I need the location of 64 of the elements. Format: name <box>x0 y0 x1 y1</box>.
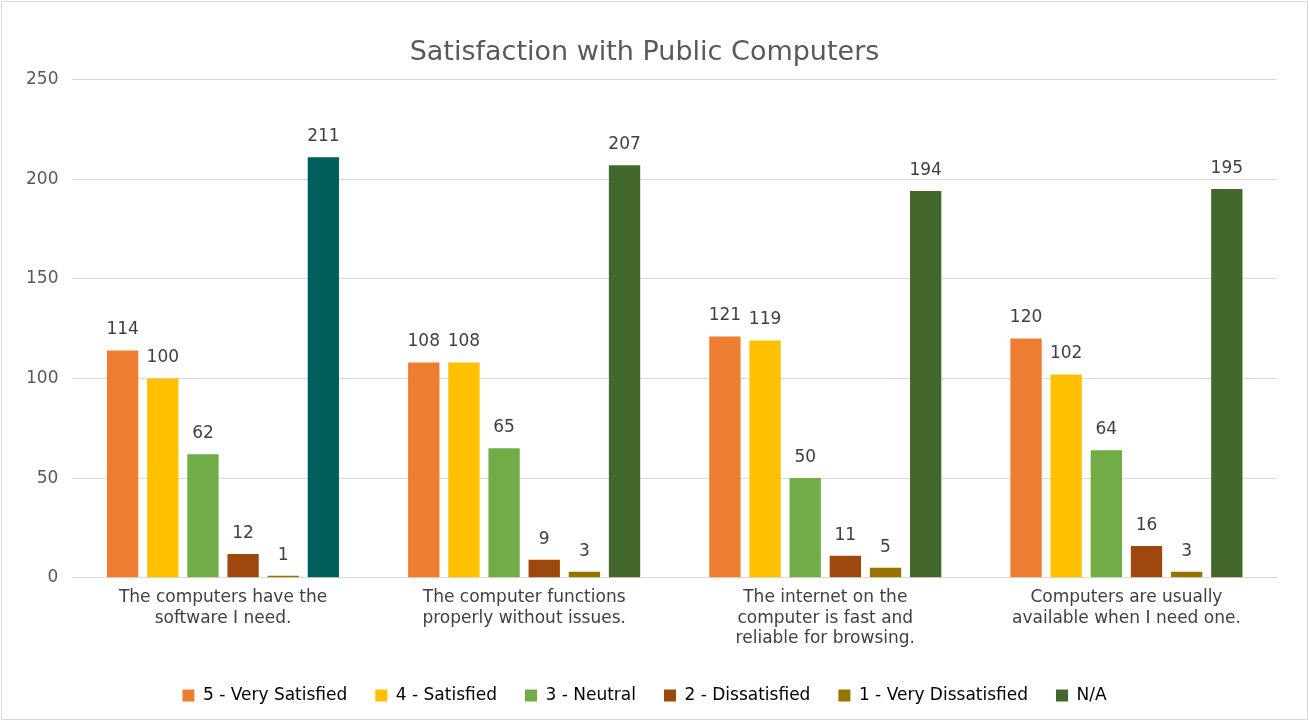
bar <box>789 478 821 578</box>
y-tick-label: 200 <box>25 167 59 188</box>
data-label: 16 <box>1135 513 1158 534</box>
y-tick-label: 0 <box>47 566 59 587</box>
bar <box>869 567 902 578</box>
bar <box>1211 189 1243 578</box>
bar <box>307 157 340 578</box>
data-label: 121 <box>708 304 742 325</box>
bar <box>488 448 520 578</box>
legend-label: 3 - Neutral <box>545 683 636 704</box>
data-label: 100 <box>146 346 180 367</box>
data-label: 3 <box>578 539 590 560</box>
data-label: 50 <box>794 446 817 467</box>
bar <box>106 350 139 578</box>
x-tick-label: The internet on the computer is fast and reliable for browsing. <box>735 586 915 648</box>
bar <box>1090 450 1123 578</box>
bar <box>227 553 259 578</box>
data-label: 1 <box>277 543 289 564</box>
x-tick-label: Computers are usually available when I need one. <box>1012 586 1241 627</box>
legend-label: N/A <box>1076 683 1107 704</box>
bar <box>528 559 560 578</box>
bar <box>608 165 641 578</box>
legend-label: 4 - Satisfied <box>395 683 497 704</box>
data-label: 108 <box>447 330 481 351</box>
data-label: 194 <box>909 158 942 179</box>
data-label: 114 <box>106 318 139 339</box>
data-label: 64 <box>1095 418 1118 439</box>
bar <box>568 571 601 578</box>
data-label: 120 <box>1009 306 1043 327</box>
y-tick-label: 50 <box>36 466 59 487</box>
data-label: 207 <box>608 133 641 154</box>
x-tick-label: The computers have the software I need. <box>117 586 328 627</box>
legend-label: 1 - Very Dissatisfied <box>858 683 1029 704</box>
y-tick-label: 100 <box>25 366 59 387</box>
data-label: 5 <box>880 535 891 556</box>
bar <box>1171 571 1203 578</box>
bar <box>187 454 219 578</box>
bar <box>408 362 440 578</box>
bar <box>1050 374 1082 578</box>
data-label: 62 <box>192 422 214 443</box>
data-label: 102 <box>1049 342 1083 363</box>
bar <box>749 340 781 578</box>
data-label: 108 <box>407 330 440 351</box>
data-label: 211 <box>307 125 340 146</box>
data-label: 195 <box>1210 156 1244 177</box>
bar <box>147 378 179 578</box>
y-tick-label: 150 <box>25 267 59 288</box>
bar <box>448 362 480 578</box>
bar <box>829 555 862 578</box>
x-tick-label: The computer functions properly without issues. <box>421 586 626 627</box>
data-label: 11 <box>834 523 857 544</box>
legend-label: 2 - Dissatisfied <box>684 683 811 704</box>
data-label: 9 <box>538 527 550 548</box>
bar <box>1010 338 1042 578</box>
bar <box>1130 545 1163 578</box>
legend-label: 5 - Very Satisfied <box>202 683 348 704</box>
data-label: 65 <box>493 416 515 437</box>
chart-title: Satisfaction with Public Computers <box>409 35 880 67</box>
data-label: 3 <box>1181 539 1193 560</box>
data-label: 119 <box>748 308 782 329</box>
bar <box>709 336 741 578</box>
data-label: 12 <box>232 521 254 542</box>
y-tick-label: 250 <box>25 67 59 88</box>
bar <box>910 191 942 578</box>
